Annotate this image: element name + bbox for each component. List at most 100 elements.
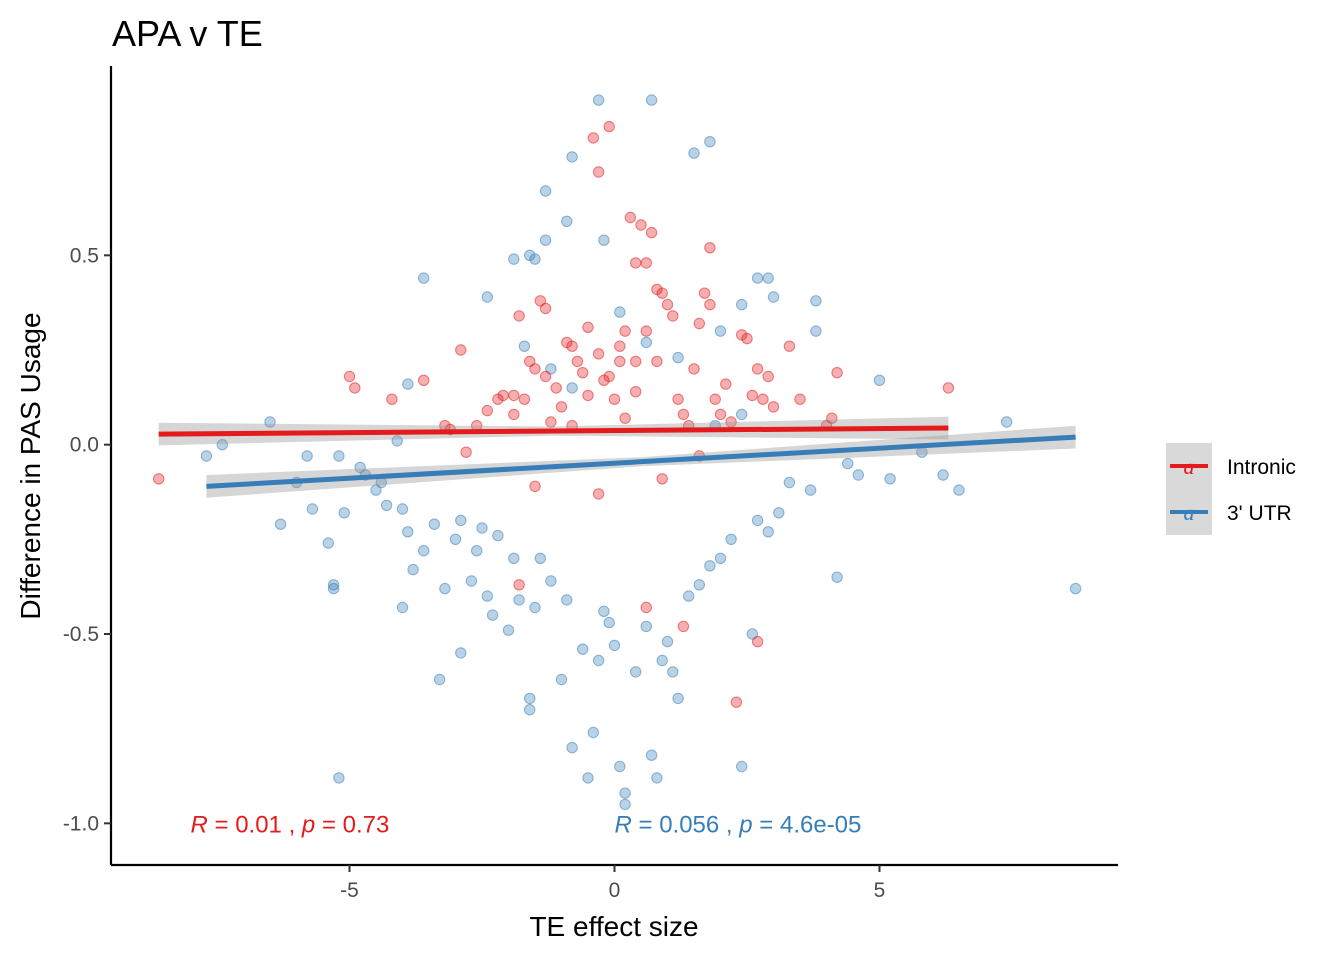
data-point: [333, 450, 345, 462]
data-point: [529, 363, 541, 375]
data-point: [402, 378, 414, 390]
data-point: [693, 579, 705, 591]
stat-symbol: R: [191, 811, 208, 838]
data-point: [582, 321, 594, 333]
data-point: [327, 582, 340, 595]
data-point: [153, 473, 165, 485]
correlation-annotations: R = 0.01 , p = 0.73 R = 0.056 , p = 4.6e-…: [191, 811, 862, 838]
data-point: [582, 772, 594, 784]
data-point: [645, 226, 658, 239]
stat-value: = 4.6e-05: [753, 811, 862, 838]
data-point: [598, 605, 610, 617]
data-point: [630, 257, 642, 269]
x-axis-ticks: -5 0 5: [340, 865, 885, 902]
data-point: [439, 582, 451, 595]
data-point: [614, 340, 626, 352]
series-intronic-fit-line: [158, 425, 949, 437]
data-point: [1001, 416, 1013, 428]
data-point: [751, 272, 764, 284]
data-point: [751, 635, 764, 648]
data-point: [216, 439, 229, 451]
data-point: [603, 120, 615, 133]
data-point: [826, 412, 838, 424]
data-point: [508, 552, 520, 564]
stat-symbol: p: [738, 811, 752, 838]
data-point: [343, 370, 356, 383]
data-point: [539, 234, 552, 246]
data-point: [640, 601, 652, 614]
x-tick-label: 0: [609, 879, 621, 902]
data-point: [630, 355, 642, 368]
stat-symbol: p: [301, 811, 315, 838]
data-point: [455, 344, 467, 356]
data-point: [608, 393, 621, 405]
data-point: [619, 412, 631, 424]
data-point: [720, 378, 732, 390]
legend-label: Intronic: [1227, 456, 1296, 479]
data-point: [656, 473, 668, 485]
data-point: [619, 787, 631, 799]
data-point: [534, 552, 546, 564]
chart-title: APA v TE: [112, 13, 263, 54]
data-point: [306, 503, 319, 515]
data-point: [566, 340, 578, 352]
data-point: [338, 507, 350, 519]
x-tick-label: 5: [874, 879, 886, 902]
data-point: [550, 382, 562, 394]
data-point: [704, 242, 716, 254]
data-point: [714, 408, 727, 421]
legend-label: 3' UTR: [1227, 502, 1292, 525]
data-point: [773, 507, 785, 519]
data-point: [640, 325, 652, 337]
data-point: [598, 234, 610, 246]
data-point: [831, 367, 843, 379]
data-point: [942, 382, 955, 394]
data-point: [645, 94, 658, 106]
legend-item-3-utr: a 3' UTR: [1166, 489, 1292, 535]
data-point: [274, 518, 287, 530]
data-point: [433, 673, 446, 686]
data-point: [476, 522, 488, 534]
stat-value: = 0.73: [315, 811, 389, 838]
data-point: [736, 408, 748, 421]
data-point: [751, 363, 764, 375]
data-point: [592, 166, 605, 178]
data-point: [566, 741, 578, 754]
y-tick-label: 0.0: [70, 434, 99, 457]
data-point: [630, 386, 642, 398]
data-point: [608, 639, 621, 652]
data-point: [518, 340, 531, 352]
series-3-utr-correlation-label: R = 0.056 , p = 4.6e-05: [615, 811, 862, 838]
series-3-utr-points: [200, 94, 1082, 811]
data-point: [672, 692, 684, 705]
data-point: [614, 760, 626, 773]
data-point: [767, 291, 780, 303]
data-point: [630, 666, 642, 678]
data-point: [407, 563, 419, 576]
data-point: [566, 151, 578, 163]
stat-symbol: R: [615, 811, 632, 838]
data-point: [524, 704, 536, 716]
y-axis-ticks: -1.0 -0.5 0.0 0.5: [63, 244, 111, 835]
data-point: [667, 310, 679, 322]
data-point: [481, 590, 493, 602]
data-point: [539, 185, 552, 197]
data-point: [322, 537, 334, 549]
data-point: [333, 772, 345, 784]
data-point: [762, 526, 774, 538]
data-point: [481, 404, 493, 417]
data-point: [386, 393, 398, 405]
stat-value: = 0.056 ,: [632, 811, 739, 838]
data-point: [518, 393, 531, 405]
data-point: [603, 370, 615, 383]
data-point: [529, 253, 541, 265]
series-3-utr-fit-line: [206, 434, 1076, 489]
data-point: [465, 575, 478, 587]
data-point: [714, 552, 727, 564]
y-axis-title: Difference in PAS Usage: [15, 312, 46, 619]
data-point: [492, 529, 504, 542]
data-point: [481, 291, 493, 303]
data-point: [614, 355, 626, 368]
data-point: [884, 473, 896, 485]
